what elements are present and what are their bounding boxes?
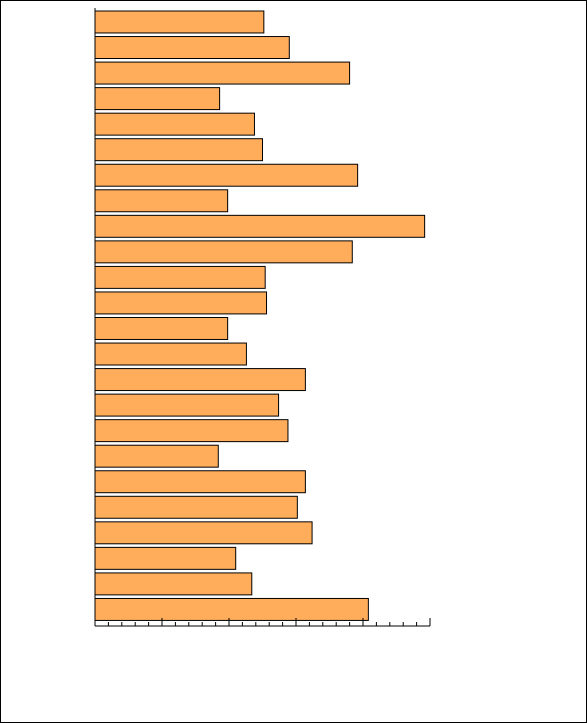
- bar: [94, 87, 221, 111]
- bar: [94, 10, 265, 34]
- bar: [94, 470, 306, 494]
- bar: [94, 393, 280, 417]
- bar: [94, 546, 237, 570]
- bar: [94, 597, 369, 621]
- bar: [94, 317, 229, 340]
- bar: [94, 189, 229, 213]
- bar: [94, 521, 313, 545]
- bar: [94, 419, 289, 443]
- bar: [94, 36, 290, 60]
- bar: [94, 214, 426, 238]
- bar: [94, 138, 263, 162]
- bar: [94, 342, 247, 366]
- bar: [94, 240, 353, 264]
- bar: [94, 112, 255, 136]
- bar: [94, 291, 268, 315]
- bar: [94, 61, 351, 85]
- bar: [94, 265, 266, 289]
- bar: [94, 163, 359, 187]
- bar: [94, 368, 306, 392]
- bar: [94, 495, 298, 519]
- bar: [94, 444, 219, 468]
- bar: [94, 572, 253, 596]
